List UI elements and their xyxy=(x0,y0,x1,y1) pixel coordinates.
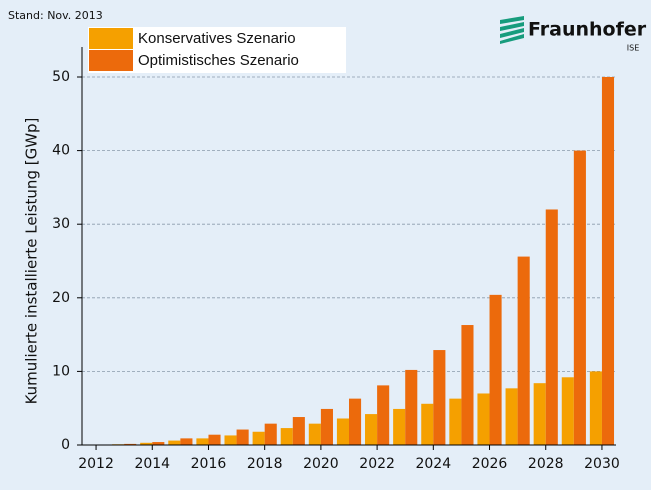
bar xyxy=(292,417,305,445)
bar xyxy=(589,371,602,445)
bar xyxy=(196,438,209,445)
bar xyxy=(124,443,137,445)
legend-label: Konservatives Szenario xyxy=(138,30,296,47)
bar xyxy=(601,77,615,445)
bar xyxy=(224,435,237,445)
brand-sub: ISE xyxy=(627,44,640,53)
legend-label: Optimistisches Szenario xyxy=(138,52,299,69)
bar xyxy=(393,408,406,445)
y-tick-label: 0 xyxy=(61,437,70,453)
bar xyxy=(505,388,518,445)
x-tick-label: 2018 xyxy=(247,456,283,472)
x-tick-label: 2024 xyxy=(415,456,451,472)
bar xyxy=(349,398,362,445)
x-tick-label: 2026 xyxy=(472,456,508,472)
bar xyxy=(236,429,249,445)
y-tick-label: 20 xyxy=(52,290,70,306)
y-tick-label: 50 xyxy=(52,69,70,85)
y-tick-label: 30 xyxy=(52,216,70,232)
bar xyxy=(320,408,333,445)
legend-swatch xyxy=(89,28,133,49)
logo-icon xyxy=(500,16,524,44)
x-tick-label: 2022 xyxy=(359,456,395,472)
bar xyxy=(264,423,277,445)
bar xyxy=(573,150,586,445)
bar xyxy=(365,414,378,445)
bar xyxy=(140,442,153,445)
y-tick-label: 40 xyxy=(52,143,70,159)
bar xyxy=(252,431,265,445)
note: Stand: Nov. 2013 xyxy=(8,9,103,22)
bar xyxy=(180,438,193,445)
x-tick-label: 2020 xyxy=(303,456,339,472)
brand: Fraunhofer xyxy=(528,19,647,41)
bar xyxy=(280,428,293,445)
bar xyxy=(533,383,546,445)
bar xyxy=(208,434,221,445)
bar xyxy=(545,209,558,445)
bar xyxy=(168,440,181,445)
x-tick-label: 2014 xyxy=(134,456,170,472)
bar xyxy=(377,385,390,445)
x-tick-label: 2030 xyxy=(584,456,620,472)
bar xyxy=(489,294,502,445)
bar xyxy=(405,369,418,445)
bar xyxy=(308,423,321,445)
bar xyxy=(449,398,462,445)
bar xyxy=(152,442,165,445)
x-tick-label: 2016 xyxy=(191,456,227,472)
x-tick-label: 2012 xyxy=(78,456,114,472)
bar xyxy=(433,350,446,445)
y-axis-label: Kumulierte installierte Leistung [GWp] xyxy=(23,118,41,405)
bar xyxy=(477,393,490,445)
bar xyxy=(421,403,434,445)
bar xyxy=(517,256,530,445)
y-tick-label: 10 xyxy=(52,363,70,379)
bar xyxy=(461,325,474,445)
bar xyxy=(336,418,349,445)
bar xyxy=(561,377,574,445)
x-tick-label: 2028 xyxy=(528,456,564,472)
legend-swatch xyxy=(89,50,133,71)
